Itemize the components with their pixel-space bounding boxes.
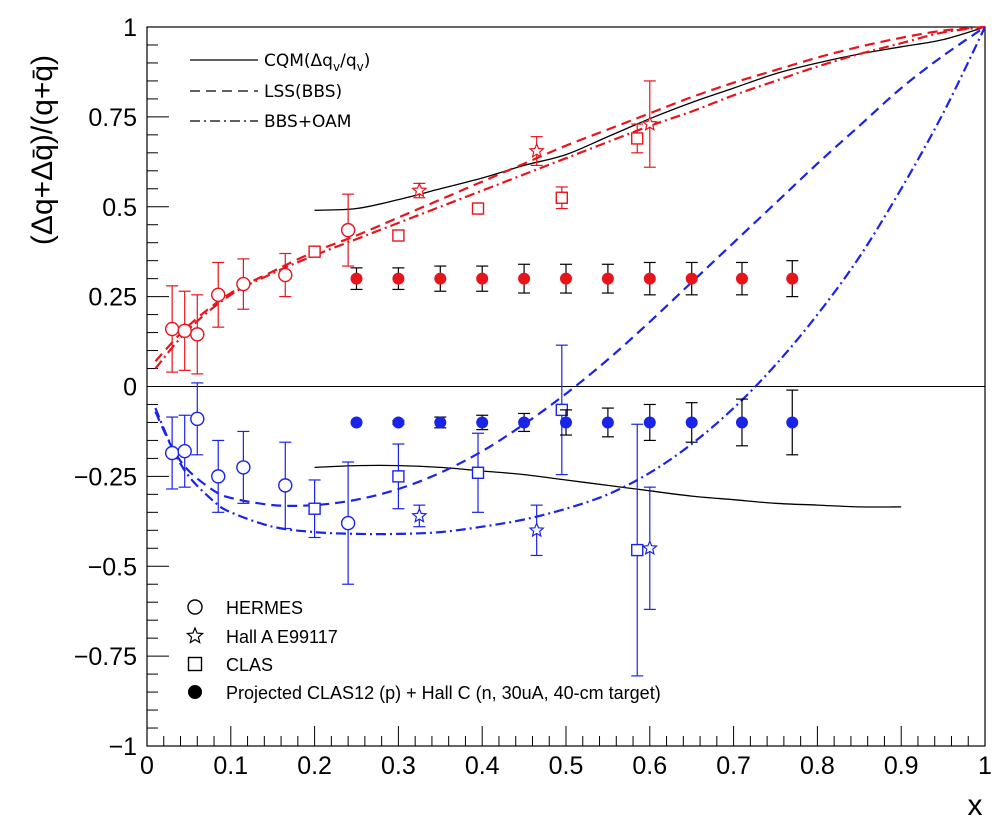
- data-point-filled-circle-up: [350, 272, 363, 285]
- data-point-open-square-up: [631, 132, 644, 145]
- data-point-open-star-up: [641, 115, 659, 131]
- legend-data-label: CLAS: [226, 655, 273, 675]
- data-point-filled-circle-down: [518, 416, 531, 429]
- data-point-filled-circle-down: [434, 416, 447, 429]
- x-tick-label: 0.2: [297, 752, 332, 780]
- x-tick-label: 1: [978, 752, 992, 780]
- data-points: [164, 80, 799, 677]
- data-point-filled-circle-up: [518, 272, 531, 285]
- legend-data: HERMES Hall A E99117 CLAS Projected CLAS12 …: [185, 598, 661, 703]
- data-point-open-circle-down: [190, 411, 205, 427]
- y-tick-label: 0.5: [102, 194, 137, 222]
- data-point-open-circle-up: [164, 321, 180, 337]
- data-point-open-circle-down: [211, 469, 226, 484]
- legend-data-label: Projected CLAS12 (p) + Hall C (n, 30uA, …: [226, 683, 661, 703]
- legend-curves: CQM(Δqv/qv) LSS(BBS) BBS+OAM: [190, 51, 370, 132]
- data-point-open-square-down: [471, 466, 485, 479]
- data-point-open-square-down: [631, 543, 644, 557]
- x-tick-label: 0.9: [884, 752, 919, 780]
- data-point-open-star-down: [411, 507, 428, 523]
- data-point-filled-circle-up: [735, 272, 748, 285]
- data-point-filled-circle-down: [476, 416, 489, 429]
- data-point-filled-circle-up: [560, 272, 572, 285]
- data-point-open-circle-down: [278, 478, 293, 493]
- data-point-filled-circle-up: [685, 272, 698, 285]
- y-tick-label: 0.75: [88, 104, 137, 132]
- data-point-open-square-up: [555, 191, 569, 204]
- x-tick-label: 0.4: [465, 752, 500, 780]
- axis-titles: x (Δq+Δq̄)/(q+q̄): [26, 55, 983, 822]
- y-tick-label: 0.25: [88, 284, 137, 312]
- data-point-filled-circle-down: [643, 416, 656, 429]
- data-point-filled-circle-down: [560, 416, 572, 429]
- data-point-filled-circle-down: [786, 416, 799, 429]
- data-point-open-circle-up: [278, 267, 293, 283]
- legend-data-label: Hall A E99117: [226, 627, 338, 647]
- data-point-filled-circle-up: [601, 272, 614, 285]
- data-point-filled-circle-up: [392, 272, 405, 285]
- y-tick-label: 1: [123, 14, 137, 42]
- y-tick-label: −0.5: [88, 553, 137, 581]
- y-tick-label: −0.25: [74, 463, 137, 491]
- data-point-open-circle-up: [340, 222, 356, 238]
- data-point-filled-circle-up: [476, 272, 489, 285]
- curve-cqm-down: [314, 464, 902, 508]
- data-point-open-star-up: [528, 142, 545, 158]
- data-point-open-square-up: [392, 229, 405, 242]
- data-point-open-square-down: [308, 502, 321, 515]
- data-point-filled-circle-up: [434, 272, 447, 285]
- data-point-filled-circle-up: [786, 272, 799, 285]
- data-point-open-star-down: [528, 521, 545, 538]
- y-tick-label: −1: [108, 733, 137, 761]
- data-point-open-circle-up: [177, 323, 192, 338]
- data-point-open-circle-up: [190, 327, 205, 342]
- legend-curve-label: BBS+OAM: [264, 112, 351, 132]
- legend-curve-label: CQM(Δqv/qv): [264, 51, 370, 74]
- x-tick-label: 0: [140, 752, 154, 780]
- curve-lss-up: [154, 25, 986, 363]
- y-tick-label: −0.75: [74, 643, 137, 671]
- data-point-open-circle-down: [236, 460, 251, 475]
- x-tick-label: 0.3: [381, 752, 416, 780]
- y-axis: −1 −0.75 −0.5 −0.25 0 0.25 0.5 0.75 1: [74, 14, 169, 761]
- data-point-open-square-down: [392, 470, 405, 483]
- legend-marker-filled-circle: [188, 685, 202, 699]
- legend-marker-open-circle: [187, 599, 203, 615]
- data-point-open-circle-up: [211, 287, 226, 303]
- data-point-filled-circle-down: [601, 416, 614, 429]
- data-point-filled-circle-down: [350, 416, 363, 429]
- y-tick-label: 0: [123, 374, 137, 402]
- curve-bbs-oam-up: [154, 25, 986, 370]
- x-tick-label: 0.8: [800, 752, 835, 780]
- data-point-open-circle-down: [164, 445, 180, 461]
- data-point-open-square-up: [308, 245, 321, 258]
- x-tick-label: 0.5: [549, 752, 584, 780]
- y-axis-title: (Δq+Δq̄)/(q+q̄): [26, 55, 59, 245]
- x-axis-title: x: [968, 789, 983, 822]
- data-point-filled-circle-down: [685, 416, 698, 429]
- data-point-open-circle-down: [177, 444, 192, 459]
- legend-marker-open-star: [185, 626, 205, 644]
- data-point-open-star-down: [641, 539, 659, 556]
- x-tick-label: 0.6: [632, 752, 667, 780]
- x-tick-label: 0.1: [213, 752, 248, 780]
- x-tick-label: 0.7: [716, 752, 751, 780]
- legend-curve-label: LSS(BBS): [264, 82, 342, 102]
- curve-lss-down: [154, 26, 986, 507]
- data-point-filled-circle-down: [735, 416, 748, 429]
- data-point-filled-circle-down: [392, 416, 405, 429]
- data-point-open-circle-up: [236, 276, 251, 292]
- data-point-filled-circle-up: [643, 272, 656, 285]
- legend-data-label: HERMES: [226, 598, 303, 618]
- legend-marker-open-square: [187, 656, 203, 672]
- x-axis: 0 0.1 0.2 0.3 0.4 0.5 0.6 0.7 0.8 0.9 1: [140, 726, 992, 780]
- data-point-open-square-up: [471, 202, 485, 215]
- data-point-open-star-up: [411, 182, 428, 198]
- data-point-open-circle-down: [340, 515, 356, 531]
